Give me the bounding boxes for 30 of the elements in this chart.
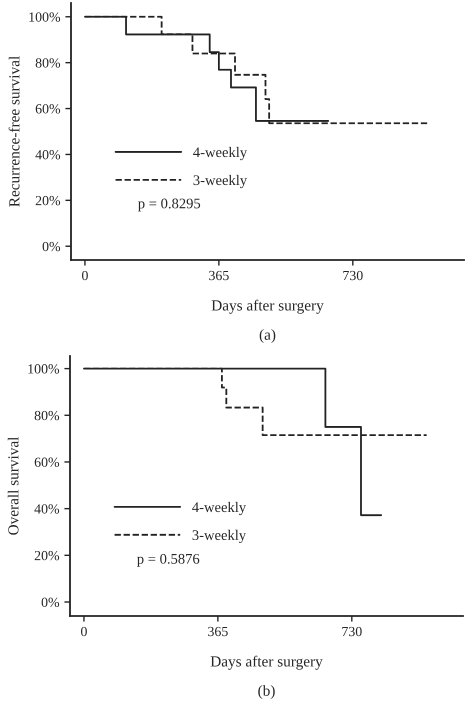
y-tick-label: 40%	[35, 150, 60, 160]
x-axis-title: Days after surgery	[210, 656, 323, 670]
x-axis-title: Days after surgery	[212, 300, 324, 314]
y-tick-label: 0%	[42, 242, 60, 252]
y-axis-title: Recurrence-free survival	[8, 56, 20, 207]
y-tick-label: 80%	[36, 58, 60, 68]
x-tick-label: 365	[208, 626, 228, 636]
x-tick-label: 0	[82, 270, 88, 280]
y-tick-label: 20%	[36, 196, 60, 206]
y-tick-label: 80%	[34, 410, 60, 420]
x-tick-label: 365	[209, 270, 229, 280]
x-tick-label: 730	[342, 626, 362, 636]
y-tick-label: 60%	[34, 458, 60, 467]
x-tick-label: 0	[81, 626, 87, 636]
legend-label: 4-weekly	[192, 502, 246, 516]
y-tick-label: 100%	[28, 364, 60, 374]
y-tick-label: 40%	[34, 504, 60, 514]
annotation: p = 0.8295	[138, 198, 200, 212]
text: (b)	[258, 685, 275, 699]
legend-label: 3-weekly	[194, 174, 248, 188]
text: (a)	[260, 329, 276, 343]
y-tick-label: 20%	[34, 550, 60, 560]
y-axis-title: Overall survival	[8, 436, 19, 535]
y-tick-label: 0%	[42, 598, 60, 607]
x-tick-label: 730	[343, 270, 363, 280]
legend-label: 3-weekly	[192, 530, 246, 544]
legend-label: 4-weekly	[193, 146, 248, 160]
y-tick-label: 60%	[36, 104, 60, 114]
y-tick-label: 100%	[29, 12, 60, 22]
annotation: p = 0.5876	[137, 554, 200, 567]
